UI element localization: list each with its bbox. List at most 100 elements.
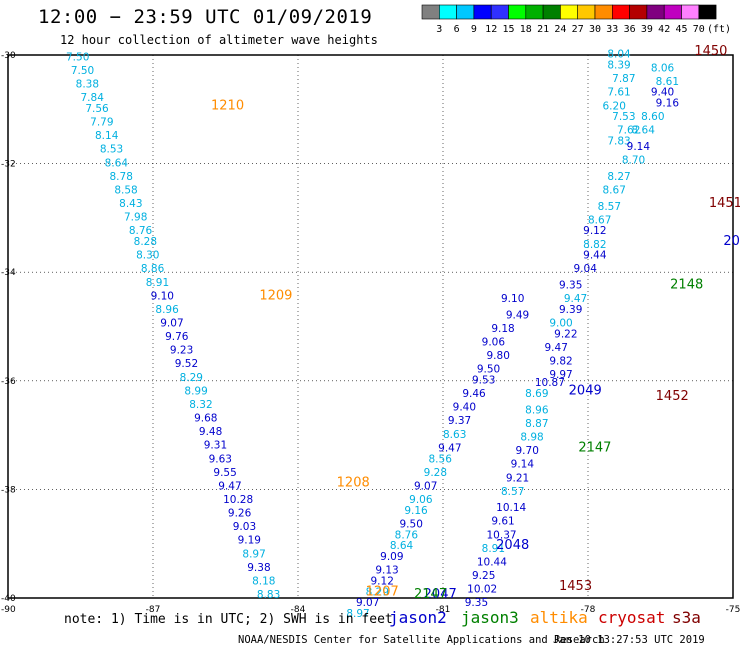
footnote: note: 1) Time is in UTC; 2) SWH is in fe… <box>64 612 393 627</box>
pass-label: 1452 <box>656 389 689 404</box>
wave-height-value: 7.62 <box>617 125 640 137</box>
pass-label: 1208 <box>337 476 370 491</box>
colorbar-swatch <box>560 4 579 20</box>
colorbar-swatch <box>577 4 596 20</box>
wave-height-value: 9.50 <box>477 364 500 376</box>
wave-height-value: 8.97 <box>346 608 369 620</box>
wave-height-value: 9.22 <box>554 328 577 340</box>
wave-height-value: 7.56 <box>85 103 109 115</box>
wave-height-value: 8.60 <box>641 111 664 123</box>
wave-height-value: 8.39 <box>607 60 630 72</box>
wave-height-value: 8.29 <box>180 372 203 384</box>
wave-height-value: 8.53 <box>100 144 123 156</box>
wave-height-value: 8.63 <box>443 429 466 441</box>
wave-height-value: 8.69 <box>525 388 548 400</box>
wave-height-value: 8.61 <box>656 76 679 88</box>
wave-height-value: 9.26 <box>228 508 252 520</box>
colorbar-tick-label: 30 <box>589 24 601 35</box>
wave-height-value: 9.80 <box>487 350 510 362</box>
wave-height-value: 8.56 <box>429 453 453 465</box>
wave-height-value: 8.29 <box>366 586 389 598</box>
wave-height-value: 9.52 <box>175 358 198 370</box>
pass-label: 2050 <box>723 234 740 249</box>
wave-height-value: 9.40 <box>453 402 476 414</box>
x-tick-label: -87 <box>146 605 161 615</box>
satellite-cryosat: cryosat <box>598 608 666 627</box>
wave-height-value: 9.28 <box>424 467 447 479</box>
wave-height-value: 9.04 <box>574 263 598 275</box>
wave-height-value: 8.86 <box>141 263 165 275</box>
y-tick-label: -34 <box>1 268 16 278</box>
wave-height-value: 7.79 <box>90 117 113 129</box>
wave-height-value: 9.37 <box>448 415 471 427</box>
wave-height-value: 9.10 <box>501 293 524 305</box>
wave-height-value: 8.91 <box>146 277 169 289</box>
colorbar-tick-label: 3 <box>436 24 442 35</box>
wave-height-value: 8.87 <box>525 418 548 430</box>
colorbar-swatch <box>681 4 700 20</box>
wave-height-value: 8.76 <box>395 529 419 541</box>
y-tick-label: -40 <box>1 594 16 604</box>
colorbar-swatch <box>508 4 527 20</box>
wave-height-value: 8.27 <box>607 171 630 183</box>
pass-label: 1451 <box>709 196 740 211</box>
wave-height-value: 9.31 <box>204 440 227 452</box>
colorbar-swatch <box>629 4 648 20</box>
plot-frame <box>7 54 734 599</box>
satellite-jason2: jason2 <box>389 608 447 627</box>
wave-height-value: 8.64 <box>105 157 129 169</box>
wave-height-value: 7.61 <box>607 87 630 99</box>
wave-height-value: 9.14 <box>511 459 535 471</box>
wave-height-value: 9.76 <box>165 331 189 343</box>
colorbar-swatch <box>611 4 630 20</box>
colorbar-tick-label: 15 <box>502 24 514 35</box>
wave-height-value: 8.64 <box>632 125 656 137</box>
pass-label: 1207 <box>366 584 399 599</box>
wave-height-value: 9.07 <box>414 480 437 492</box>
wave-height-value: 9.53 <box>472 375 495 387</box>
colorbar-tick-label: 36 <box>624 24 636 35</box>
wave-height-value: 7.50 <box>66 51 89 63</box>
wave-height-value: 8.96 <box>155 304 179 316</box>
wave-height-value: 8.14 <box>95 130 119 142</box>
wave-height-value: 9.19 <box>238 535 261 547</box>
wave-height-value: 9.16 <box>656 98 680 110</box>
wave-height-value: 9.09 <box>380 551 403 563</box>
y-tick-label: -32 <box>1 160 16 170</box>
wave-height-value: 7.87 <box>612 73 635 85</box>
wave-height-value: 6.20 <box>603 100 626 112</box>
wave-height-value: 9.47 <box>564 293 587 305</box>
colorbar-tick-label: 12 <box>485 24 497 35</box>
colorbar-swatch <box>542 4 561 20</box>
colorbar-tick-label: 45 <box>675 24 687 35</box>
colorbar-swatch <box>698 4 717 20</box>
wave-height-value: 7.98 <box>124 212 147 224</box>
wave-height-value: 9.55 <box>213 467 236 479</box>
wave-height-value: 8.99 <box>184 385 207 397</box>
colorbar-swatch <box>646 4 665 20</box>
colorbar-tick-label: 9 <box>471 24 477 35</box>
y-tick-label: -36 <box>1 377 16 387</box>
pass-label: 2049 <box>569 383 602 398</box>
wave-height-value: 8.32 <box>189 399 212 411</box>
wave-height-value: 10.87 <box>535 377 565 389</box>
wave-height-value: 9.61 <box>491 516 514 528</box>
wave-height-value: 9.38 <box>247 562 270 574</box>
wave-height-value: 8.18 <box>252 575 275 587</box>
wave-height-value: 9.82 <box>549 356 572 368</box>
wave-height-value: 9.10 <box>151 290 174 302</box>
wave-height-value: 9.21 <box>506 472 529 484</box>
axis-ticks: -87 -84 -81 -78 -75 -90 -30 -32 -34 -36 -38 -40 <box>1 51 740 615</box>
wave-height-value: 9.35 <box>465 597 488 609</box>
wave-height-value: 8.78 <box>110 171 133 183</box>
wave-height-value: 8.98 <box>520 432 543 444</box>
wave-height-value: 8.06 <box>651 62 675 74</box>
satellite-s3a: s3a <box>672 608 701 627</box>
wave-height-value: 8.82 <box>583 239 606 251</box>
wave-height-labels: 7.507.508.387.847.567.798.148.538.648.78… <box>66 49 679 620</box>
wave-height-value: 7.84 <box>81 92 105 104</box>
wave-height-value: 9.97 <box>549 369 572 381</box>
wave-height-value: 8.28 <box>134 236 157 248</box>
colorbar-swatch <box>473 4 492 20</box>
